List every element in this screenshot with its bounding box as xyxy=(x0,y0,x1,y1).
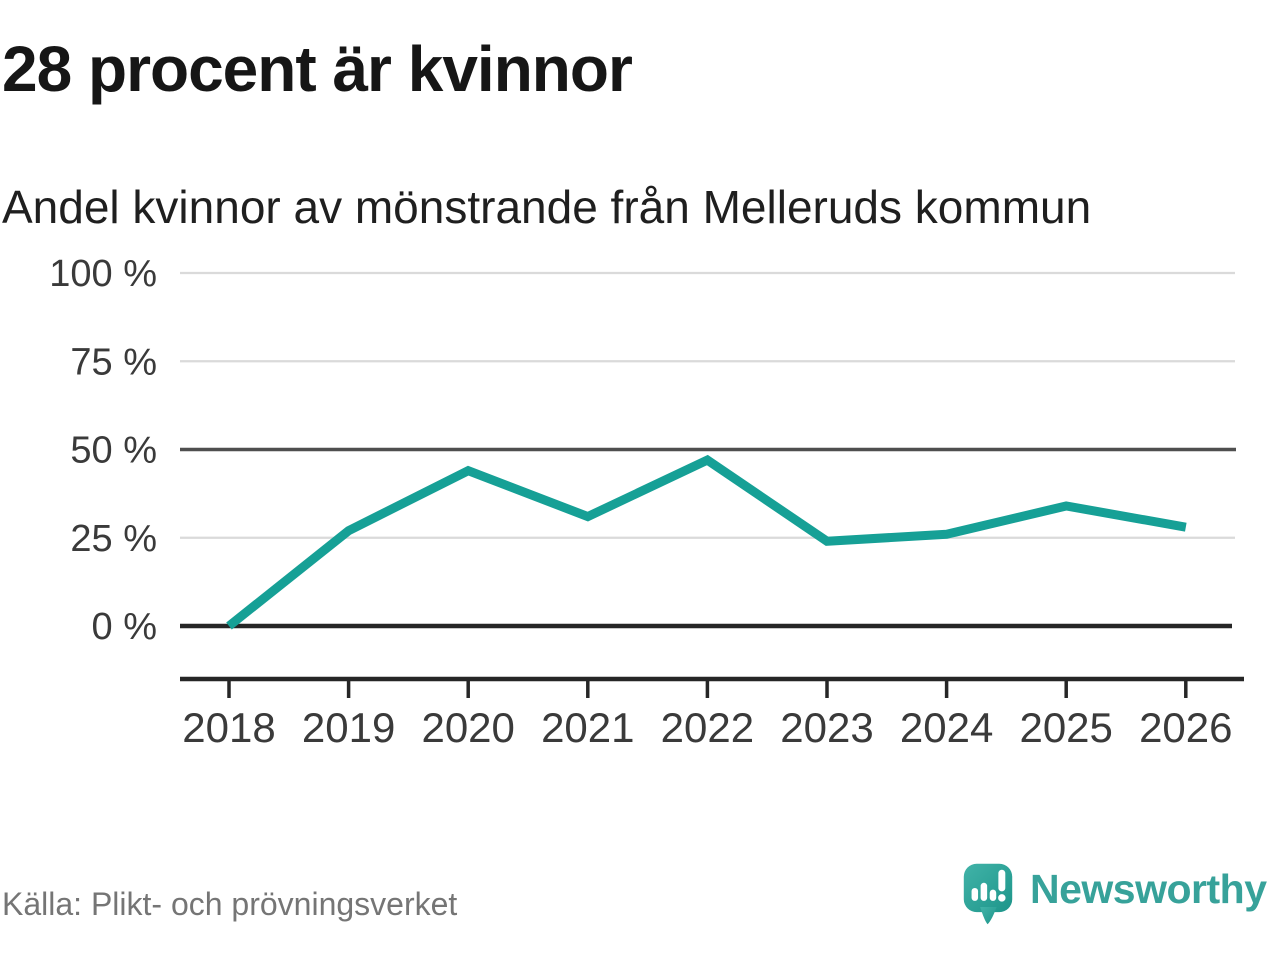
page-subtitle: Andel kvinnor av mönstrande från Melleru… xyxy=(2,181,1092,233)
logo-bar-tall-icon xyxy=(980,882,988,901)
y-axis-tick-label: 100 % xyxy=(49,253,157,295)
logo-bar-short-icon xyxy=(989,889,997,901)
source-text: Källa: Plikt- och prövningsverket xyxy=(2,886,458,922)
newsworthy-logo-icon xyxy=(963,863,1013,925)
y-axis-tick-label: 0 % xyxy=(92,606,157,648)
x-axis-tick-label: 2018 xyxy=(182,704,275,751)
data-line-series xyxy=(226,454,1187,630)
x-axis-tick-label: 2022 xyxy=(661,704,754,751)
x-axis-tick-label: 2025 xyxy=(1019,704,1112,751)
y-axis-tick-label: 50 % xyxy=(70,430,157,472)
x-axis-tick-label: 2020 xyxy=(421,704,514,751)
page-title: 28 procent är kvinnor xyxy=(2,33,633,105)
brand-name: Newsworthy xyxy=(1030,866,1267,912)
x-axis-tick-label: 2019 xyxy=(302,704,395,751)
y-axis-tick-label: 25 % xyxy=(70,518,157,560)
x-axis-tick-label: 2023 xyxy=(780,704,873,751)
logo-exclamation-bar-icon xyxy=(998,869,1006,892)
logo-exclamation-dot-icon xyxy=(998,894,1006,902)
x-axis-tick-label: 2026 xyxy=(1139,704,1232,751)
x-axis-tick-label: 2021 xyxy=(541,704,634,751)
y-axis-tick-label: 75 % xyxy=(70,341,157,383)
logo-bubble-tail xyxy=(980,906,997,925)
logo-bar-small-icon xyxy=(971,887,979,901)
x-axis-tick-label: 2024 xyxy=(900,704,993,751)
